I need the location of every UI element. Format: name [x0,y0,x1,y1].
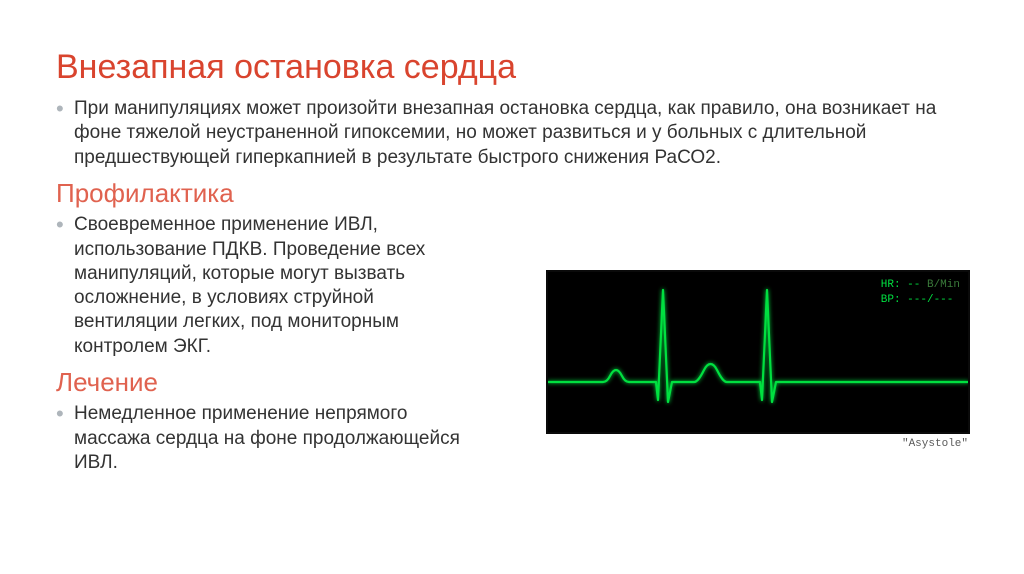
ecg-readout-hr-unit: B/Min [927,279,960,291]
prophylaxis-list: Своевременное применение ИВЛ, использова… [56,213,476,359]
ecg-readout-hr-label: HR: [881,279,901,291]
intro-list: При манипуляциях может произойти внезапн… [56,97,968,170]
intro-bullet: При манипуляциях может произойти внезапн… [56,97,968,170]
treatment-list: Немедленное применение непрямого массажа… [56,402,476,475]
ecg-readout-hr-value: -- [907,279,920,291]
ecg-readout-line-hr: HR: -- B/Min [881,278,960,293]
treatment-bullet: Немедленное применение непрямого массажа… [56,402,476,475]
ecg-readout: HR: -- B/Min BP: ---/--- [881,278,960,308]
slide: Внезапная остановка сердца При манипуляц… [0,0,1024,574]
ecg-readout-bp-label: BP: [881,294,901,306]
prophylaxis-bullet: Своевременное применение ИВЛ, использова… [56,213,476,359]
ecg-readout-bp-value: ---/--- [907,294,953,306]
ecg-monitor: HR: -- B/Min BP: ---/--- "Asystole" [548,272,968,432]
ecg-readout-line-bp: BP: ---/--- [881,293,960,308]
slide-title: Внезапная остановка сердца [56,48,968,87]
prophylaxis-heading: Профилактика [56,178,968,209]
ecg-bottom-label: "Asystole" [902,438,968,450]
